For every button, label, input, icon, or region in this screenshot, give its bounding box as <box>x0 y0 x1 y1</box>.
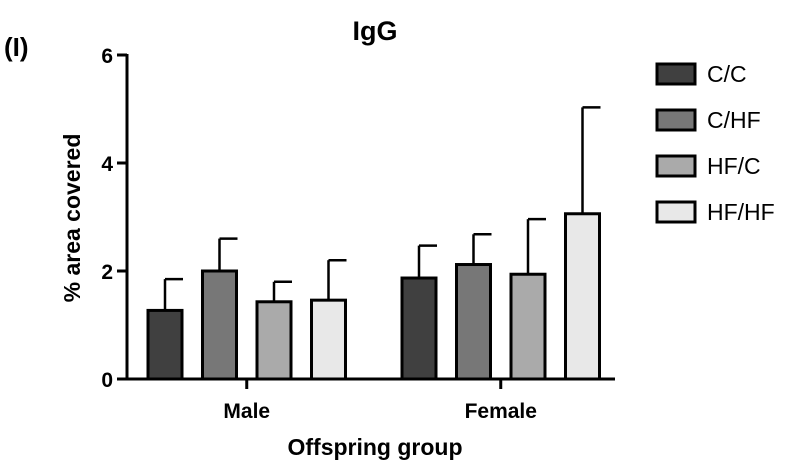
legend: C/C C/HF HF/C HF/HF <box>657 61 775 225</box>
panel-label: (I) <box>4 32 29 62</box>
bar <box>402 278 436 379</box>
legend-swatch <box>657 202 695 222</box>
bar <box>203 271 237 379</box>
chart-title: IgG <box>353 16 398 46</box>
y-tick-label: 4 <box>101 153 113 176</box>
legend-swatch <box>657 110 695 130</box>
legend-label: C/HF <box>707 107 761 133</box>
x-tick-label: Male <box>223 400 270 423</box>
bar <box>148 310 182 379</box>
bar <box>457 265 491 379</box>
y-tick-label: 2 <box>101 261 113 284</box>
legend-swatch <box>657 64 695 84</box>
bar <box>511 274 545 379</box>
legend-label: C/C <box>707 61 747 87</box>
legend-label: HF/C <box>707 153 761 179</box>
bar <box>257 302 291 379</box>
y-tick-label: 6 <box>101 45 113 68</box>
legend-swatch <box>657 156 695 176</box>
plot-area: 0 2 4 6 Male Female <box>101 45 615 423</box>
legend-label: HF/HF <box>707 199 775 225</box>
bar <box>566 214 600 379</box>
x-axis-label: Offspring group <box>287 434 462 460</box>
y-tick-label: 0 <box>101 369 113 392</box>
bar <box>312 300 346 379</box>
y-axis-label: % area covered <box>59 134 85 303</box>
x-tick-label: Female <box>465 400 537 423</box>
